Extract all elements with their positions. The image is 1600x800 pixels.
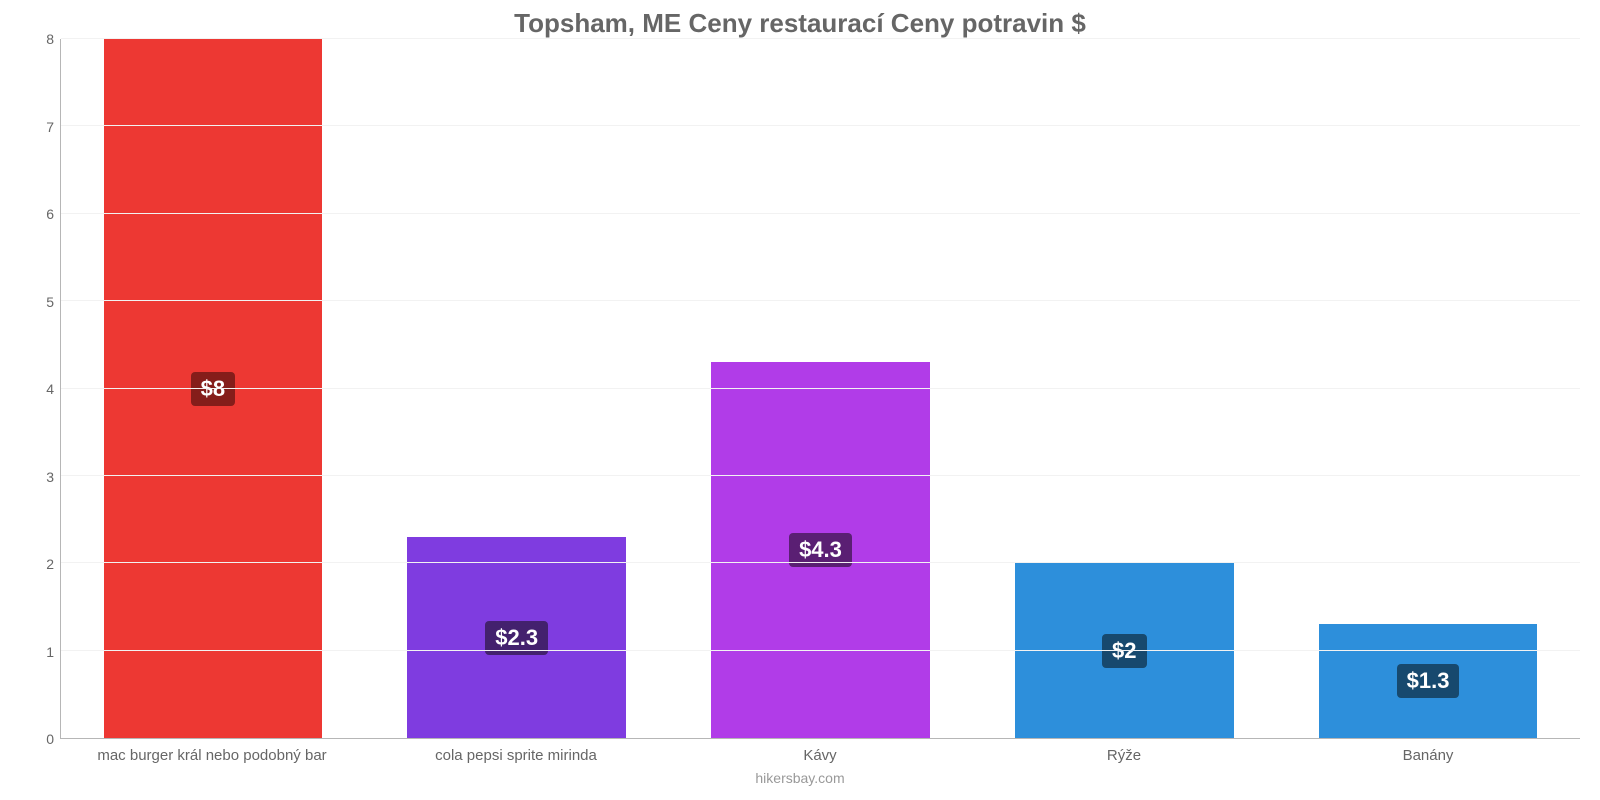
bar: $2 <box>1015 563 1234 738</box>
x-tick-label: Kávy <box>668 739 972 764</box>
y-axis: 012345678 <box>30 39 60 739</box>
bar-value-label: $2 <box>1102 634 1146 668</box>
gridline <box>61 300 1580 301</box>
x-tick-label: Rýže <box>972 739 1276 764</box>
chart-title: Topsham, ME Ceny restaurací Ceny potravi… <box>0 0 1600 39</box>
gridline <box>61 388 1580 389</box>
gridline <box>61 650 1580 651</box>
bar: $1.3 <box>1319 624 1538 738</box>
x-tick-label: Banány <box>1276 739 1580 764</box>
x-tick-label: cola pepsi sprite mirinda <box>364 739 668 764</box>
y-tick-label: 4 <box>46 381 54 397</box>
x-axis-row: mac burger král nebo podobný barcola pep… <box>0 739 1600 764</box>
gridline <box>61 475 1580 476</box>
y-tick-label: 7 <box>46 119 54 135</box>
bar-slot: $4.3 <box>669 39 973 738</box>
chart-container: Topsham, ME Ceny restaurací Ceny potravi… <box>0 0 1600 800</box>
bar-slot: $8 <box>61 39 365 738</box>
plot-row: 012345678 $8$2.3$4.3$2$1.3 <box>0 39 1600 739</box>
bar-slot: $2.3 <box>365 39 669 738</box>
x-tick-label: mac burger král nebo podobný bar <box>60 739 364 764</box>
y-tick-label: 0 <box>46 731 54 747</box>
gridline <box>61 562 1580 563</box>
y-tick-label: 6 <box>46 206 54 222</box>
gridline <box>61 38 1580 39</box>
bar: $8 <box>104 39 323 738</box>
bar-value-label: $1.3 <box>1397 664 1460 698</box>
attribution-text: hikersbay.com <box>0 764 1600 800</box>
plot-area: $8 $2.3 $4.3 $2 $1.3 <box>60 39 1580 739</box>
y-tick-label: 2 <box>46 556 54 572</box>
y-tick-label: 3 <box>46 469 54 485</box>
gridline <box>61 125 1580 126</box>
bar-slot: $1.3 <box>1276 39 1580 738</box>
bar-slot: $2 <box>972 39 1276 738</box>
bar: $4.3 <box>711 362 930 738</box>
bar-value-label: $8 <box>191 372 235 406</box>
y-tick-label: 1 <box>46 644 54 660</box>
bar: $2.3 <box>407 537 626 738</box>
y-tick-label: 8 <box>46 31 54 47</box>
x-labels: mac burger král nebo podobný barcola pep… <box>60 739 1580 764</box>
bars-layer: $8 $2.3 $4.3 $2 $1.3 <box>61 39 1580 738</box>
y-tick-label: 5 <box>46 294 54 310</box>
gridline <box>61 213 1580 214</box>
